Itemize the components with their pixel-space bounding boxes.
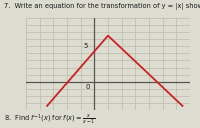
Text: 8.  Find $f^{-1}(x)$ for $f(x) = \frac{x}{x-1}$: 8. Find $f^{-1}(x)$ for $f(x) = \frac{x}… (4, 113, 96, 127)
Text: 0: 0 (85, 84, 90, 90)
Text: 5: 5 (83, 43, 88, 49)
Text: 7.  Write an equation for the transformation of y = |x| shown in this graph: 7. Write an equation for the transformat… (4, 3, 200, 10)
